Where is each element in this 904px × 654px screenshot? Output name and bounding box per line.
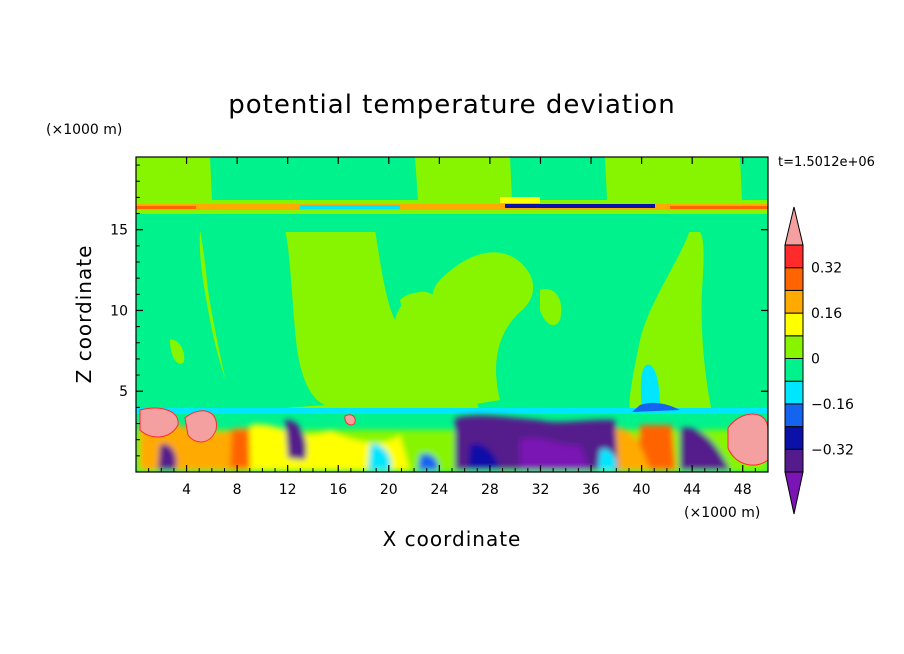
x-tick-label: 28	[481, 482, 499, 498]
colorbar-bin	[784, 335, 804, 359]
x-tick-label: 24	[430, 482, 448, 498]
field-bl-cyan-1	[368, 444, 391, 470]
field-bl-salmon-3	[727, 413, 768, 466]
field-bl-salmon-4	[344, 414, 356, 426]
field-bl-purple-2	[680, 427, 730, 470]
heatmap-field	[136, 157, 768, 472]
x-tick-label: 32	[532, 482, 550, 498]
field-region-green-2	[400, 292, 442, 345]
colorbar-bin	[784, 403, 804, 428]
colorbar-bin	[784, 244, 804, 269]
y-tick-label: 5	[119, 384, 128, 400]
chart-title: potential temperature deviation	[228, 90, 675, 120]
x-tick-label: 44	[683, 482, 701, 498]
field-region-green-3	[540, 289, 562, 326]
x-tick-label: 4	[182, 482, 191, 498]
y-axis: 5 10 15	[110, 164, 768, 457]
field-region-cyan-lobe	[640, 364, 660, 410]
colorbar-label: −0.16	[811, 397, 854, 413]
y-unit-label: (×1000 m)	[46, 122, 122, 138]
field-region-blue-lobe	[632, 402, 680, 412]
colorbar-label: 0.32	[811, 261, 842, 277]
field-bl-cyan	[136, 408, 768, 416]
x-tick-label: 20	[380, 482, 398, 498]
field-band-yellow	[500, 197, 540, 203]
field-region-mint-2	[510, 157, 607, 200]
field-bl-blue-1	[418, 453, 439, 470]
x-unit-label: (×1000 m)	[684, 505, 760, 521]
x-tick-label: 16	[329, 482, 347, 498]
field-bl-navy-1	[468, 443, 500, 470]
field-region-mint-5	[136, 230, 232, 412]
field-bl-salmon-2	[184, 410, 217, 443]
x-tick-label: 12	[279, 482, 297, 498]
colorbar-bin	[784, 358, 804, 382]
colorbar-extend-low	[784, 471, 804, 515]
colorbar-bin	[784, 426, 804, 450]
colorbar-label: −0.32	[811, 442, 854, 458]
field-region-mint-4	[136, 210, 768, 232]
colorbar-bin	[784, 289, 804, 314]
field-region-mint-3	[740, 157, 768, 200]
field-bl-red-2	[636, 425, 676, 470]
x-tick-label: 36	[582, 482, 600, 498]
colorbar-bin	[784, 312, 804, 337]
colorbar-extend-high	[784, 206, 804, 246]
x-axis: 4 8 12 16 20 24 28 32 36 40 44 48	[148, 157, 756, 498]
field-bl-orange-2	[610, 427, 650, 470]
field-bl-purple-3	[285, 419, 307, 460]
field-region-green-1	[432, 252, 534, 405]
field-bl-violet-1	[520, 437, 590, 470]
field-region-mint-6	[200, 230, 325, 412]
field-region-mint-1	[210, 157, 418, 200]
time-label: t=1.5012e+06	[778, 155, 875, 170]
y-tick-label: 10	[110, 303, 128, 319]
colorbar-label: 0.16	[811, 306, 842, 322]
field-band-cyan	[300, 205, 400, 209]
colorbar-bin	[784, 380, 804, 405]
field-bl-salmon-1	[139, 407, 179, 438]
field-bl-purple-4	[158, 444, 177, 470]
field-region-mint-8	[700, 232, 768, 412]
x-tick-label: 48	[734, 482, 752, 498]
colorbar-label: 0	[811, 352, 820, 368]
field-band-blue	[505, 204, 655, 208]
field-bl-cyan-2	[598, 449, 617, 470]
field-band-red-2	[670, 206, 768, 209]
x-axis-label: X coordinate	[383, 527, 522, 551]
y-axis-label: Z coordinate	[72, 245, 96, 384]
field-band-red-1	[136, 206, 196, 209]
x-tick-label: 40	[633, 482, 651, 498]
field-bl-red-1	[230, 430, 250, 468]
colorbar-bin	[784, 267, 804, 291]
colorbar-bin	[784, 448, 804, 473]
y-tick-label: 15	[110, 223, 128, 239]
field-region-green-4	[170, 339, 185, 364]
x-tick-label: 8	[233, 482, 242, 498]
colorbar: −0.32 −0.16 0 0.16 0.32	[784, 206, 854, 515]
field-band-orange	[136, 204, 768, 210]
